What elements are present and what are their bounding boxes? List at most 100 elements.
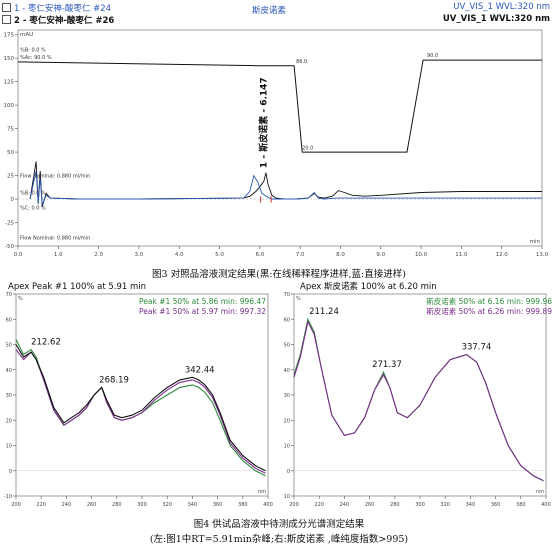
y-tick-label: 40 xyxy=(284,368,290,374)
figure-4-caption: 图4 供试品溶液中待测成分光谱测定结果 xyxy=(193,519,365,530)
trace1-label: 1 - 枣仁安神-酸枣仁 #24 xyxy=(14,4,112,14)
y-tick-label: 20 xyxy=(284,418,290,424)
x-tick-label: 8.0 xyxy=(336,252,345,258)
x-tick-label: 260 xyxy=(87,502,97,508)
y-tick-label: 20 xyxy=(6,418,12,424)
y-tick-label: 0 xyxy=(11,197,15,203)
y-tick-label: 0 xyxy=(287,469,290,475)
x-tick-label: 360 xyxy=(213,502,223,508)
y-tick-label: 0 xyxy=(9,469,12,475)
annotation-b2: %B: 0.0 % xyxy=(20,190,46,196)
spectrum-title: Apex 斯皮诺素 100% at 6.20 min xyxy=(300,281,437,292)
peak-wavelength-label: 211.24 xyxy=(309,307,339,317)
peak-wavelength-label: 268.19 xyxy=(99,375,129,385)
x-tick-label: 2.0 xyxy=(94,252,103,258)
y-axis-label: % xyxy=(296,296,301,302)
y-tick-label: 125 xyxy=(4,80,15,86)
spectrum-trace-2 xyxy=(293,320,544,482)
x-tick-label: 12.0 xyxy=(496,252,509,258)
plot-frame xyxy=(17,29,543,247)
y-tick-label: 75 xyxy=(7,127,14,133)
x-tick-label: 400 xyxy=(541,502,551,508)
x-tick-label: 7.0 xyxy=(296,252,305,258)
y-tick-label: 25 xyxy=(7,174,14,180)
x-tick-label: 13.0 xyxy=(536,252,549,258)
x-tick-label: 320 xyxy=(162,502,172,508)
x-tick-label: 340 xyxy=(188,502,198,508)
peak-wavelength-label: 271.37 xyxy=(372,360,402,370)
detector-label-2: UV_VIS_1 WVL:320 nm xyxy=(442,14,550,24)
x-tick-label: 5.0 xyxy=(215,252,224,258)
x-tick-label: 220 xyxy=(36,502,46,508)
gradient-label-90: 90.0 xyxy=(427,53,438,59)
legend-entry: Peak #1 50% at 5.86 min: 996.47 xyxy=(139,297,266,306)
x-tick-label: 320 xyxy=(440,502,450,508)
y-tick-label: -25 xyxy=(5,221,14,227)
trace2-label: 2 - 枣仁安神-酸枣仁 #26 xyxy=(14,16,115,26)
x-tick-label: 380 xyxy=(238,502,248,508)
plot-frame xyxy=(15,293,269,497)
legend-trace-2: 2 - 枣仁安神-酸枣仁 #26 xyxy=(2,14,114,26)
y-tick-label: 100 xyxy=(4,103,15,109)
spectrum-trace-1 xyxy=(293,317,544,482)
y-tick-label: 10 xyxy=(284,444,290,450)
y-tick-label: 175 xyxy=(4,33,15,39)
chromatogram-chart: 0.0 1.0 2.0 3.0 4.0 5.0 6.0 7.0 8.0 9.0 10.0 11.0 12… xyxy=(4,29,549,258)
y-tick-label: 50 xyxy=(284,343,290,349)
annotation-flow-1: Flow Nominal: 0.880 ml/min xyxy=(20,173,90,179)
x-tick-label: 240 xyxy=(340,502,350,508)
x-tick-label: 380 xyxy=(516,502,526,508)
y-tick-label: 40 xyxy=(6,368,12,374)
gradient-label-86: 86.0 xyxy=(296,59,307,65)
spectrum-trace-3 xyxy=(15,344,266,472)
gradient-label-20: 20.0 xyxy=(302,145,313,151)
y-tick-label: 70 xyxy=(284,292,290,298)
x-tick-label: 9.0 xyxy=(376,252,385,258)
x-tick-label: 400 xyxy=(263,502,273,508)
y-tick-label: -10 xyxy=(284,494,290,500)
x-tick-label: 300 xyxy=(415,502,425,508)
peak-wavelength-label: 337.74 xyxy=(462,343,492,353)
y-tick-label: 10 xyxy=(6,444,12,450)
y-tick-label: 70 xyxy=(6,292,12,298)
legend-trace-1: 1 - 枣仁安神-酸枣仁 #24 xyxy=(2,2,111,14)
peak-wavelength-label: 342.44 xyxy=(185,365,215,375)
gradient-profile-line xyxy=(17,59,542,153)
x-tick-label: 0.0 xyxy=(14,252,23,258)
trace-blue-direct-injection xyxy=(29,170,542,205)
annotation-b0: %B: 0.0 % xyxy=(20,48,46,54)
x-tick-label: 3.0 xyxy=(135,252,144,258)
trace-icon xyxy=(2,3,11,12)
x-tick-label: 11.0 xyxy=(455,252,468,258)
x-tick-label: 220 xyxy=(314,502,324,508)
trace-black-online-dilution xyxy=(29,161,542,207)
y-tick-label: -10 xyxy=(4,494,12,500)
detector-label-1: UV_VIS_1 WVL:320 nm xyxy=(453,2,550,12)
peak-wavelength-label: 212.62 xyxy=(31,338,61,348)
x-tick-label: 4.0 xyxy=(175,252,184,258)
legend-entry: 斯皮诺素 50% at 6.16 min: 999.96 xyxy=(426,296,552,306)
x-axis-label: nm xyxy=(536,489,544,495)
spectrum-title: Apex Peak #1 100% at 5.91 min xyxy=(8,282,146,292)
x-tick-label: 300 xyxy=(137,502,147,508)
x-tick-label: 280 xyxy=(390,502,400,508)
y-tick-label: 30 xyxy=(6,393,12,399)
legend-entry: 斯皮诺素 50% at 6.26 min: 999.89 xyxy=(426,306,552,316)
x-tick-label: 200 xyxy=(11,502,21,508)
x-tick-label: 200 xyxy=(289,502,299,508)
y-axis-label: mAU xyxy=(20,32,33,38)
y-tick-label: 150 xyxy=(4,56,15,62)
y-tick-label: 60 xyxy=(6,317,12,323)
figure-3-caption: 图3 对照品溶液测定结果(黑:在线稀释程序进样,蓝:直接进样) xyxy=(152,269,406,280)
x-tick-label: 10.0 xyxy=(415,252,428,258)
spectrum-trace-2 xyxy=(15,349,266,474)
peak-label: 1 - 斯皮诺素 - 6.147 xyxy=(258,77,270,168)
annotation-bac: %Ac: 90.0 % xyxy=(20,55,52,61)
plot-frame xyxy=(293,293,547,497)
annotation-c2: %C: 0.0 % xyxy=(20,205,46,211)
x-tick-label: 280 xyxy=(112,502,122,508)
x-tick-label: 1.0 xyxy=(54,252,63,258)
y-tick-label: 60 xyxy=(284,317,290,323)
